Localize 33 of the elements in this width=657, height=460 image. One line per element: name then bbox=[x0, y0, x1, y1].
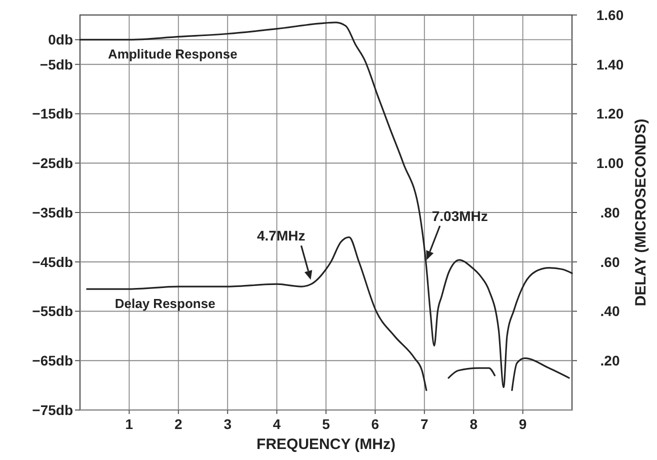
y-tick-label: −15db bbox=[32, 106, 73, 122]
y-tick-label: −55db bbox=[32, 303, 73, 320]
y2-tick-label: 1.40 bbox=[596, 56, 624, 72]
y-tick-label: −45db bbox=[32, 254, 73, 270]
line-series bbox=[79, 22, 573, 388]
x-tick-label: 1 bbox=[125, 416, 134, 432]
x-tick-label: 9 bbox=[518, 416, 527, 432]
x-tick-label: 5 bbox=[322, 416, 330, 432]
x-tick-label: 3 bbox=[224, 416, 232, 432]
y-tick-label: −35db bbox=[32, 204, 73, 220]
y2-tick-label: .60 bbox=[600, 254, 620, 270]
y2-tick-label: 1.00 bbox=[596, 155, 624, 172]
x-tick-label: 2 bbox=[174, 416, 182, 432]
y2-tick-label: 1.20 bbox=[596, 106, 624, 122]
y-tick-label: −75db bbox=[32, 402, 73, 418]
x-tick-label: 4 bbox=[272, 416, 281, 432]
series-label: Amplitude Response bbox=[108, 46, 238, 62]
annotation: 4.7MHz bbox=[257, 228, 306, 244]
y-tick-label: −25db bbox=[32, 155, 73, 172]
series-label: Delay Response bbox=[114, 296, 216, 312]
y2-tick-label: .40 bbox=[600, 303, 620, 320]
y-tick-label: −65db bbox=[32, 352, 73, 369]
y2-tick-label: .20 bbox=[600, 352, 620, 369]
x-axis-title: FREQUENCY (MHz) bbox=[256, 436, 396, 453]
x-tick-label: 7 bbox=[420, 416, 428, 432]
y2-tick-label: .80 bbox=[600, 204, 620, 220]
y2-tick-label: 1.60 bbox=[596, 6, 624, 23]
y-tick-label: −5db bbox=[40, 56, 73, 72]
x-tick-label: 6 bbox=[371, 416, 380, 432]
y-tick-label: 0db bbox=[48, 32, 73, 48]
annotation: 7.03MHz bbox=[432, 208, 488, 224]
y2-axis-title: DELAY (MICROSECONDS) bbox=[632, 118, 650, 306]
x-tick-label: 8 bbox=[470, 416, 478, 432]
